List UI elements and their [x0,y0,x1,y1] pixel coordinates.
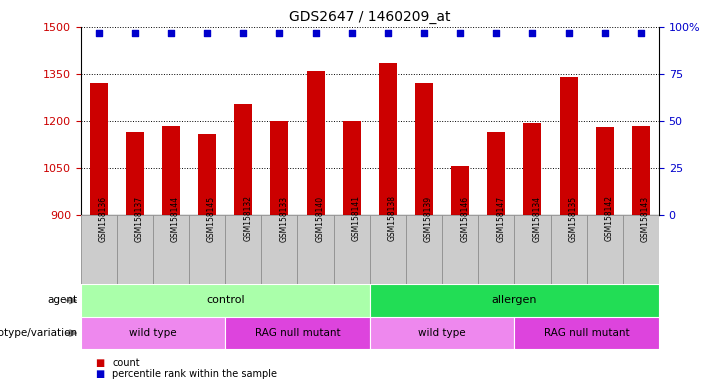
Bar [559,77,578,215]
Text: GSM158137: GSM158137 [135,195,144,242]
Text: GSM158136: GSM158136 [99,195,108,242]
Point [238,30,249,36]
Text: GSM158138: GSM158138 [388,195,397,242]
Text: agent: agent [47,295,77,306]
Point [129,30,140,36]
Text: GSM158147: GSM158147 [496,195,505,242]
Text: GSM158134: GSM158134 [533,195,541,242]
Point [201,30,212,36]
Bar [334,215,370,284]
Bar [225,215,261,284]
Bar [153,215,189,284]
Text: GSM158142: GSM158142 [605,195,613,242]
Text: wild type: wild type [418,328,466,338]
Bar [343,121,361,215]
Bar [451,166,469,215]
Point [274,30,285,36]
Bar [515,215,550,284]
Text: control: control [206,295,245,306]
Text: RAG null mutant: RAG null mutant [254,328,340,338]
Text: count: count [112,358,139,368]
Point [599,30,611,36]
Text: GSM158145: GSM158145 [207,195,216,242]
Text: allergen: allergen [491,295,537,306]
Text: GSM158133: GSM158133 [280,195,288,242]
Bar [81,284,370,317]
Bar [596,127,614,215]
Text: percentile rank within the sample: percentile rank within the sample [112,369,277,379]
Point [310,30,321,36]
Text: ■: ■ [95,369,104,379]
Bar [81,215,117,284]
Point [346,30,358,36]
Bar [515,317,659,349]
Bar [632,126,650,215]
Text: GSM158143: GSM158143 [641,195,650,242]
Bar [306,71,325,215]
Bar [271,121,288,215]
Text: GSM158144: GSM158144 [171,195,180,242]
Bar [369,317,515,349]
Text: genotype/variation: genotype/variation [0,328,77,338]
Bar [406,215,442,284]
Text: wild type: wild type [129,328,177,338]
Text: GSM158132: GSM158132 [243,195,252,242]
Bar [162,126,180,215]
Point [454,30,465,36]
Text: GSM158135: GSM158135 [569,195,578,242]
Point [527,30,538,36]
Bar [550,215,587,284]
Bar [90,83,108,215]
Title: GDS2647 / 1460209_at: GDS2647 / 1460209_at [289,10,451,25]
Point [491,30,502,36]
Point [382,30,393,36]
Bar [622,215,659,284]
Bar [234,104,252,215]
Bar [117,215,153,284]
Bar [524,122,541,215]
Bar [369,284,659,317]
Bar [261,215,297,284]
Bar [415,83,433,215]
Bar [225,317,370,349]
Text: GSM158139: GSM158139 [424,195,433,242]
Bar [587,215,622,284]
Text: GSM158141: GSM158141 [352,195,361,242]
Text: ■: ■ [95,358,104,368]
Bar [189,215,225,284]
Bar [478,215,515,284]
Point [635,30,646,36]
Bar [369,215,406,284]
Bar [442,215,478,284]
Point [418,30,430,36]
Text: RAG null mutant: RAG null mutant [544,328,629,338]
Point [563,30,574,36]
Bar [81,317,225,349]
Text: GSM158146: GSM158146 [460,195,469,242]
Bar [198,134,216,215]
Bar [297,215,334,284]
Bar [487,132,505,215]
Point [165,30,177,36]
Bar [379,63,397,215]
Text: GSM158140: GSM158140 [315,195,325,242]
Point [93,30,104,36]
Bar [125,132,144,215]
